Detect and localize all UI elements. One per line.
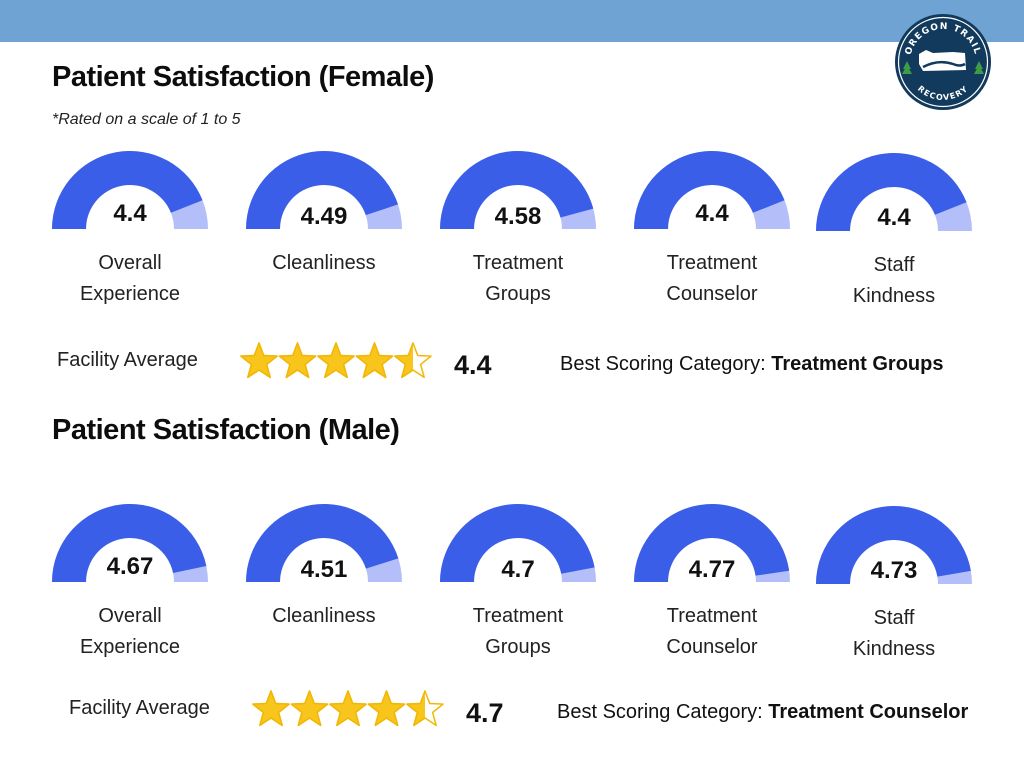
female-gauge-treatment-groups-arc xyxy=(440,150,596,229)
gauge-value-arc xyxy=(440,503,595,582)
gauge-value-arc xyxy=(52,151,203,229)
male-facility-average-value: 4.7 xyxy=(466,698,504,728)
female-gauge-cleanliness: 4.49 Cleanliness xyxy=(239,150,409,274)
female-gauge-overall-experience-arc xyxy=(52,151,208,229)
top-banner xyxy=(0,0,1024,42)
male-gauge-value: 4.51 xyxy=(300,556,348,583)
female-section-title: Patient Satisfaction (Female) xyxy=(52,61,434,93)
rating-scale-note: *Rated on a scale of 1 to 5 xyxy=(52,111,241,128)
best-category-name: Treatment Counselor xyxy=(768,701,969,723)
gauge-label-line: Treatment xyxy=(666,605,758,627)
gauge-label-line: Cleanliness xyxy=(272,252,376,274)
male-facility-average-label: Facility Average xyxy=(69,697,210,719)
male-gauge-treatment-counselor-arc xyxy=(634,504,790,582)
male-section-title: Patient Satisfaction (Male) xyxy=(52,414,400,446)
star-icon xyxy=(278,342,317,379)
gauge-value-arc xyxy=(816,153,967,231)
female-gauge-treatment-groups: 4.58 Treatment Groups xyxy=(433,150,603,305)
gauge-label-line: Groups xyxy=(485,283,551,305)
female-gauge-value: 4.49 xyxy=(300,203,348,230)
star-icon xyxy=(367,690,406,727)
male-gauge-label: Treatment Counselor xyxy=(627,601,797,663)
female-gauge-treatment-counselor-arc xyxy=(634,151,790,229)
male-gauge-staff-kindness-arc xyxy=(816,506,972,584)
gauge-value-arc xyxy=(246,504,399,582)
gauge-label-line: Staff xyxy=(873,607,915,629)
gauge-value-arc xyxy=(52,504,207,582)
female-star-rating xyxy=(240,342,432,379)
male-gauge-cleanliness-arc xyxy=(246,504,402,582)
gauge-label-line: Overall xyxy=(98,252,162,274)
logo-inner-ring xyxy=(897,16,989,108)
female-gauge-label: Staff Kindness xyxy=(809,250,979,312)
star-icon xyxy=(252,690,290,727)
gauge-label-line: Treatment xyxy=(472,252,564,274)
gauge-label-line: Counselor xyxy=(666,636,758,658)
gauge-value-arc xyxy=(440,150,594,229)
male-star-rating xyxy=(252,690,444,727)
oregon-map-with-trees-icon xyxy=(902,50,984,74)
gauge-value-arc xyxy=(246,151,399,229)
male-gauge-value: 4.73 xyxy=(870,557,918,584)
male-gauge-treatment-counselor: 4.77 Treatment Counselor xyxy=(627,503,797,658)
gauge-label-line: Kindness xyxy=(852,285,936,307)
star-icon xyxy=(329,690,367,727)
female-gauge-value: 4.4 xyxy=(113,200,147,227)
star-icon xyxy=(290,690,329,727)
male-gauge-treatment-groups: 4.7 Treatment Groups xyxy=(433,503,603,658)
male-gauge-treatment-groups-arc xyxy=(440,503,596,582)
male-gauge-overall-experience: 4.67 Overall Experience xyxy=(45,503,215,658)
gauge-label-line: Overall xyxy=(98,605,162,627)
star-icon xyxy=(406,690,444,727)
male-gauge-overall-experience-arc xyxy=(52,504,208,582)
female-gauge-staff-kindness: 4.4 Staff Kindness xyxy=(809,152,979,307)
male-gauge-label: Staff Kindness xyxy=(809,603,979,665)
oregon-trail-recovery-logo: OREGON TRAIL RECOVERY xyxy=(895,14,991,110)
gauge-label-line: Staff xyxy=(873,254,915,276)
female-gauge-label: Treatment Groups xyxy=(433,248,603,310)
female-gauge-overall-experience: 4.4 Overall Experience xyxy=(45,150,215,305)
gauge-value-arc xyxy=(634,504,790,582)
male-gauge-value: 4.77 xyxy=(688,556,736,583)
female-gauge-label: Overall Experience xyxy=(45,248,215,310)
male-gauge-staff-kindness: 4.73 Staff Kindness xyxy=(809,505,979,660)
star-icon xyxy=(394,342,432,379)
female-best-category: Best Scoring Category: Treatment Groups xyxy=(560,353,943,376)
gauge-label-line: Kindness xyxy=(852,638,936,660)
female-gauge-staff-kindness-arc xyxy=(816,153,972,231)
gauge-label-line: Groups xyxy=(485,636,551,658)
best-category-prefix: Best Scoring Category: xyxy=(560,353,772,375)
female-gauge-value: 4.4 xyxy=(877,204,911,231)
male-gauge-label: Treatment Groups xyxy=(433,601,603,663)
gauge-label-line: Experience xyxy=(79,283,181,305)
best-category-name: Treatment Groups xyxy=(771,353,944,375)
male-best-category: Best Scoring Category: Treatment Counsel… xyxy=(557,701,968,724)
female-gauge-label: Cleanliness xyxy=(239,248,409,279)
female-facility-average-value: 4.4 xyxy=(454,350,492,380)
male-gauge-cleanliness: 4.51 Cleanliness xyxy=(239,503,409,627)
gauge-label-line: Treatment xyxy=(666,252,758,274)
male-gauge-value: 4.67 xyxy=(106,553,154,580)
female-gauge-value: 4.4 xyxy=(695,200,729,227)
male-gauge-value: 4.7 xyxy=(501,556,535,583)
female-gauge-cleanliness-arc xyxy=(246,151,402,229)
female-gauge-treatment-counselor: 4.4 Treatment Counselor xyxy=(627,150,797,305)
female-facility-average-label: Facility Average xyxy=(57,349,198,371)
male-gauge-label: Cleanliness xyxy=(239,601,409,632)
gauge-label-line: Cleanliness xyxy=(272,605,376,627)
gauge-label-line: Counselor xyxy=(666,283,758,305)
male-gauge-label: Overall Experience xyxy=(45,601,215,663)
gauge-value-arc xyxy=(816,506,971,584)
female-gauge-value: 4.58 xyxy=(494,203,542,230)
star-icon xyxy=(355,342,394,379)
gauge-value-arc xyxy=(634,151,785,229)
gauge-label-line: Experience xyxy=(79,636,181,658)
best-category-prefix: Best Scoring Category: xyxy=(557,701,769,723)
female-gauge-label: Treatment Counselor xyxy=(627,248,797,310)
star-icon xyxy=(240,342,278,379)
star-icon xyxy=(317,342,355,379)
gauge-label-line: Treatment xyxy=(472,605,564,627)
